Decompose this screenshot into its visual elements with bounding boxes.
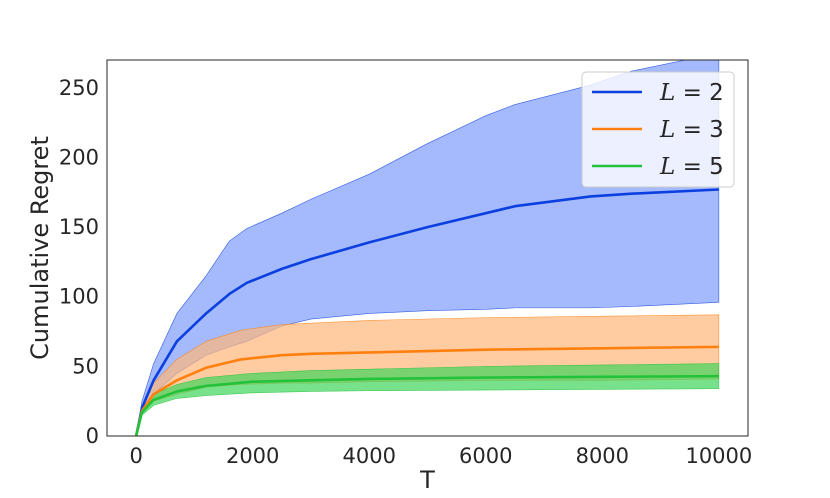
- legend-box: [581, 71, 735, 188]
- y-tick-label: 50: [72, 354, 99, 378]
- y-tick-label: 0: [86, 424, 99, 448]
- y-axis-ticks: 0 50 100 150 200 250: [59, 76, 99, 448]
- line-series-2: [134, 345, 719, 436]
- mean-lines: [134, 188, 719, 436]
- x-axis-ticks: 0 2000 4000 6000 8000 10000: [129, 444, 752, 468]
- legend-label: L = 5: [659, 154, 724, 180]
- x-tick-label: 6000: [459, 444, 512, 468]
- y-tick-label: 200: [59, 145, 99, 169]
- y-axis-label: Cumulative Regret: [26, 136, 54, 360]
- x-tick-label: 8000: [576, 444, 629, 468]
- line-series-3: [134, 374, 719, 436]
- line-series-1: [134, 188, 719, 436]
- x-tick-label: 2000: [226, 444, 279, 468]
- y-tick-label: 150: [59, 215, 99, 239]
- plot-frame: [106, 59, 749, 437]
- y-tick-label: 250: [59, 76, 99, 100]
- legend-label: L = 3: [659, 117, 724, 143]
- x-axis-label: T: [419, 466, 435, 494]
- x-tick-label: 10000: [685, 444, 752, 468]
- legend-label: L = 2: [659, 80, 724, 106]
- x-tick-label: 4000: [343, 444, 396, 468]
- y-tick-label: 100: [59, 285, 99, 309]
- x-tick-label: 0: [129, 444, 142, 468]
- legend: L = 2 L = 3 L = 5: [581, 71, 735, 188]
